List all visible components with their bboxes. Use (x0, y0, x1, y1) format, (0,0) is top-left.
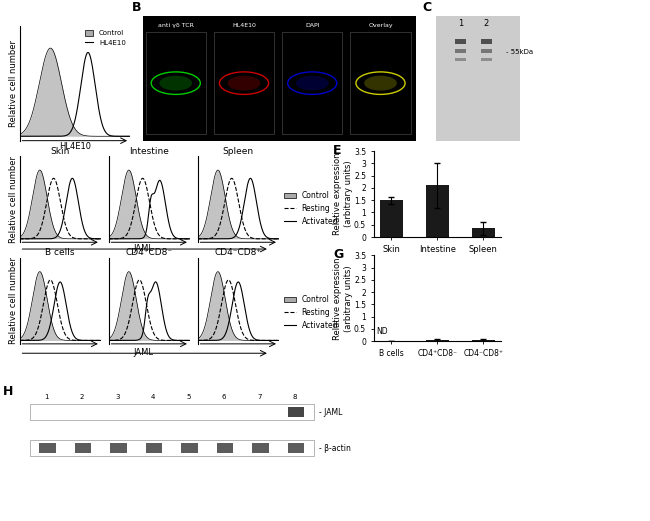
Text: 1: 1 (458, 19, 463, 28)
Title: CD4⁻CD8⁺: CD4⁻CD8⁺ (214, 248, 262, 257)
FancyBboxPatch shape (252, 443, 269, 453)
Text: 6: 6 (222, 394, 226, 400)
Y-axis label: Relative cell number: Relative cell number (9, 257, 18, 344)
FancyBboxPatch shape (216, 443, 233, 453)
Text: JAML: JAML (133, 244, 153, 253)
Circle shape (159, 76, 192, 91)
Text: HL4E10: HL4E10 (232, 23, 256, 28)
X-axis label: HL4E10: HL4E10 (58, 142, 91, 151)
Text: 1: 1 (44, 394, 49, 400)
FancyBboxPatch shape (75, 443, 92, 453)
Title: Spleen: Spleen (223, 146, 254, 156)
Text: 5: 5 (187, 394, 190, 400)
Text: 2: 2 (484, 19, 489, 28)
Bar (30, 404, 313, 420)
Text: anti γδ TCR: anti γδ TCR (158, 23, 194, 28)
FancyBboxPatch shape (146, 443, 162, 453)
Bar (426, 185, 448, 237)
FancyBboxPatch shape (287, 407, 304, 417)
Text: C: C (422, 1, 432, 14)
Text: H: H (3, 385, 13, 398)
FancyBboxPatch shape (455, 39, 467, 44)
Legend: Control, Resting, Activated: Control, Resting, Activated (283, 190, 339, 227)
Circle shape (296, 76, 329, 91)
Bar (426, 340, 448, 341)
Bar (350, 32, 411, 134)
FancyBboxPatch shape (39, 443, 56, 453)
Circle shape (364, 76, 397, 91)
Bar (214, 32, 274, 134)
Text: - JAML: - JAML (318, 407, 342, 416)
Text: G: G (333, 249, 343, 262)
Title: CD4⁺CD8⁻: CD4⁺CD8⁻ (125, 248, 173, 257)
Text: 8: 8 (292, 394, 297, 400)
FancyBboxPatch shape (181, 443, 198, 453)
Bar (472, 340, 495, 341)
FancyBboxPatch shape (480, 39, 492, 44)
Y-axis label: Relative cell number: Relative cell number (9, 156, 18, 243)
Text: E: E (333, 144, 342, 157)
Text: B: B (132, 1, 142, 14)
Title: Skin: Skin (51, 146, 70, 156)
Y-axis label: Relative expression
(arbitrary units): Relative expression (arbitrary units) (333, 257, 352, 340)
Title: Intestine: Intestine (129, 146, 169, 156)
FancyBboxPatch shape (455, 49, 467, 53)
Bar (380, 200, 402, 237)
Text: 4: 4 (151, 394, 155, 400)
FancyBboxPatch shape (480, 58, 492, 61)
FancyBboxPatch shape (455, 58, 467, 61)
Text: - 55kDa: - 55kDa (506, 48, 533, 55)
Bar (282, 32, 343, 134)
Bar (30, 440, 313, 456)
Text: ND: ND (376, 327, 388, 336)
Text: DAPI: DAPI (305, 23, 320, 28)
Text: 2: 2 (80, 394, 84, 400)
FancyBboxPatch shape (287, 443, 304, 453)
Text: Overlay: Overlay (368, 23, 393, 28)
Y-axis label: Relative cell number: Relative cell number (9, 40, 18, 127)
Text: 3: 3 (115, 394, 120, 400)
FancyBboxPatch shape (480, 49, 492, 53)
Bar (146, 32, 206, 134)
Y-axis label: Relative expression
(arbitrary units): Relative expression (arbitrary units) (333, 153, 352, 235)
Bar (472, 228, 495, 237)
Circle shape (227, 76, 261, 91)
Text: 7: 7 (257, 394, 262, 400)
Text: JAML: JAML (133, 349, 153, 357)
Title: B cells: B cells (46, 248, 75, 257)
Legend: Control, Resting, Activated: Control, Resting, Activated (283, 294, 339, 331)
FancyBboxPatch shape (110, 443, 127, 453)
Text: - β-actin: - β-actin (318, 443, 350, 453)
Legend: Control, HL4E10: Control, HL4E10 (84, 30, 127, 46)
